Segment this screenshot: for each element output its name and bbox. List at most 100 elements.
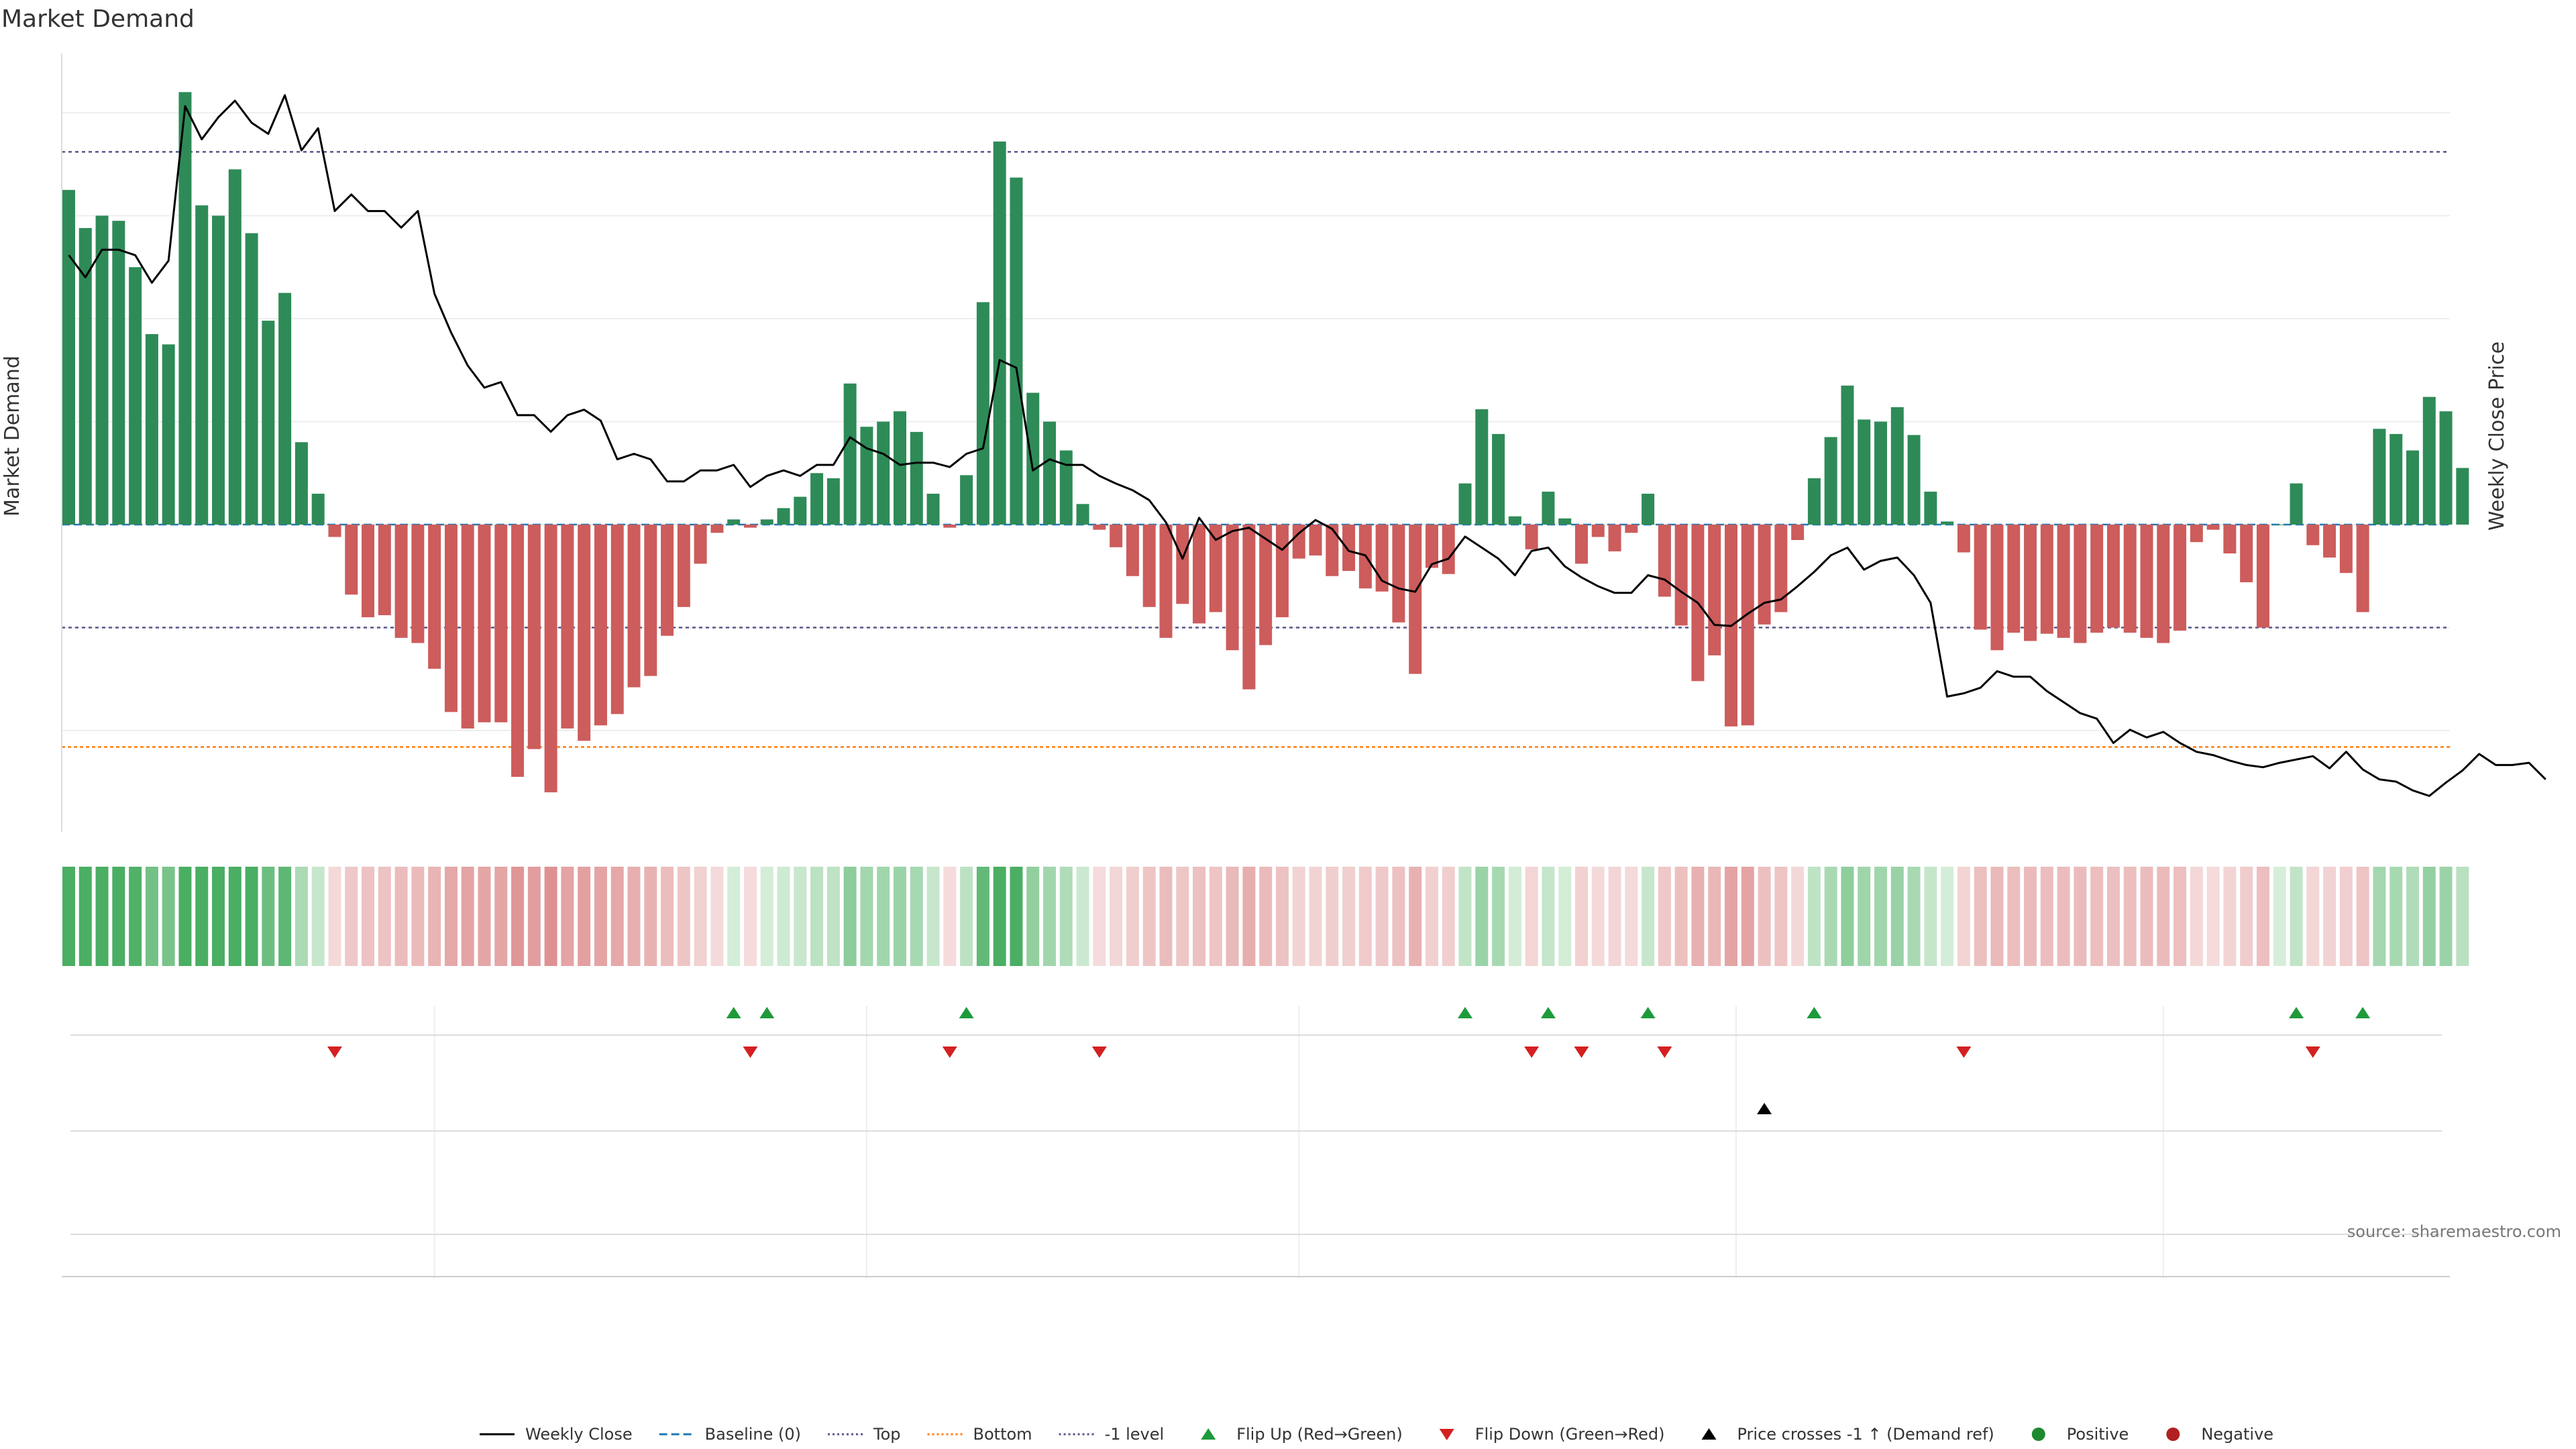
- heat-cell: [2157, 867, 2170, 966]
- demand-bar: [328, 525, 341, 537]
- legend-label: -1 level: [1105, 1425, 1165, 1444]
- heat-cell: [62, 867, 75, 966]
- legend-swatch: [1201, 1428, 1216, 1440]
- demand-bar: [1508, 516, 1521, 525]
- heat-cell: [2040, 867, 2053, 966]
- heat-cell: [328, 867, 341, 966]
- legend: Weekly Close Baseline (0) Top Bottom -1 leve…: [480, 1425, 2273, 1444]
- heat-cell: [2057, 867, 2070, 966]
- heat-cell: [228, 867, 241, 966]
- demand-bar: [1807, 478, 1821, 525]
- demand-bar: [1841, 385, 1854, 525]
- demand-bar: [860, 427, 873, 525]
- legend-label: Price crosses -1 ↑ (Demand ref): [1737, 1425, 1994, 1444]
- demand-bar: [78, 227, 92, 525]
- demand-bar: [1574, 525, 1588, 564]
- demand-bar: [1309, 525, 1322, 556]
- heat-cell: [910, 867, 923, 966]
- demand-bar: [1525, 525, 1538, 549]
- heat-cell: [1458, 867, 1472, 966]
- demand-bar: [1275, 525, 1289, 618]
- demand-bar: [2206, 525, 2220, 530]
- demand-bar: [826, 478, 840, 525]
- legend-label: Bottom: [973, 1425, 1032, 1444]
- demand-bar: [1326, 525, 1339, 576]
- demand-bar: [627, 525, 641, 688]
- demand-bar: [2390, 433, 2403, 525]
- heat-cell: [195, 867, 209, 966]
- heat-cell: [1525, 867, 1538, 966]
- demand-bar: [1758, 525, 1771, 625]
- heat-cell: [428, 867, 441, 966]
- demand-bar: [877, 421, 890, 525]
- demand-bar: [1110, 525, 1123, 547]
- heat-cell: [627, 867, 641, 966]
- heat-cell: [162, 867, 175, 966]
- heat-cell: [610, 867, 624, 966]
- heat-cell: [1425, 867, 1438, 966]
- demand-bar: [1076, 504, 1089, 525]
- heat-cell: [1026, 867, 1040, 966]
- legend-label: Top: [873, 1425, 901, 1444]
- heat-cell: [1574, 867, 1588, 966]
- heat-cell: [661, 867, 674, 966]
- demand-bar: [2439, 411, 2453, 525]
- heat-cell: [2123, 867, 2137, 966]
- heat-cell: [1841, 867, 1854, 966]
- heat-cell: [710, 867, 724, 966]
- demand-bar: [544, 525, 557, 793]
- chart-title: Market Demand: [1, 5, 195, 33]
- legend-label: Positive: [2067, 1425, 2129, 1444]
- demand-bar: [2190, 525, 2203, 543]
- heat-cell: [1725, 867, 1737, 966]
- demand-bar: [2373, 429, 2386, 525]
- heat-cell: [1492, 867, 1505, 966]
- heat-cell: [478, 867, 491, 966]
- heat-cell: [2074, 867, 2087, 966]
- heat-cell: [1375, 867, 1389, 966]
- heat-cell: [1159, 867, 1173, 966]
- heat-cell: [826, 867, 840, 966]
- demand-bar: [1824, 437, 1837, 525]
- flip-up-marker: [1807, 1007, 1822, 1018]
- heat-cell: [1010, 867, 1023, 966]
- heat-cell: [743, 867, 757, 966]
- heat-cell: [943, 867, 957, 966]
- demand-bar: [311, 493, 325, 525]
- demand-bar: [1425, 525, 1438, 568]
- demand-bar: [461, 525, 474, 729]
- heat-cell: [1475, 867, 1489, 966]
- flip-up-marker: [1458, 1007, 1473, 1018]
- demand-bar: [362, 525, 375, 618]
- heat-cell: [1043, 867, 1057, 966]
- demand-bar: [1010, 177, 1023, 525]
- demand-bar: [1874, 421, 1888, 525]
- heat-cell: [2256, 867, 2269, 966]
- flip-up-marker: [959, 1007, 974, 1018]
- heat-cell: [594, 867, 607, 966]
- heat-cell: [1890, 867, 1904, 966]
- demand-bar: [2090, 525, 2104, 633]
- heat-cell: [1259, 867, 1273, 966]
- demand-bar: [2007, 525, 2021, 633]
- heat-cell: [294, 867, 308, 966]
- heat-cell: [1625, 867, 1638, 966]
- heat-cell: [1342, 867, 1356, 966]
- heat-cell: [145, 867, 158, 966]
- heat-cell: [1275, 867, 1289, 966]
- heat-cell: [1924, 867, 1937, 966]
- heat-cell: [777, 867, 790, 966]
- heat-cell: [2273, 867, 2286, 966]
- heat-cell: [544, 867, 557, 966]
- flip-up-marker: [1540, 1007, 1556, 1018]
- legend-label: Weekly Close: [525, 1425, 633, 1444]
- heat-cell: [1741, 867, 1754, 966]
- demand-bar: [1642, 493, 1655, 525]
- demand-bar: [1458, 483, 1472, 525]
- demand-bar: [894, 411, 906, 525]
- heat-cell: [2007, 867, 2021, 966]
- demand-bar: [2356, 525, 2369, 612]
- demand-bar: [644, 525, 657, 676]
- heat-cell: [1774, 867, 1788, 966]
